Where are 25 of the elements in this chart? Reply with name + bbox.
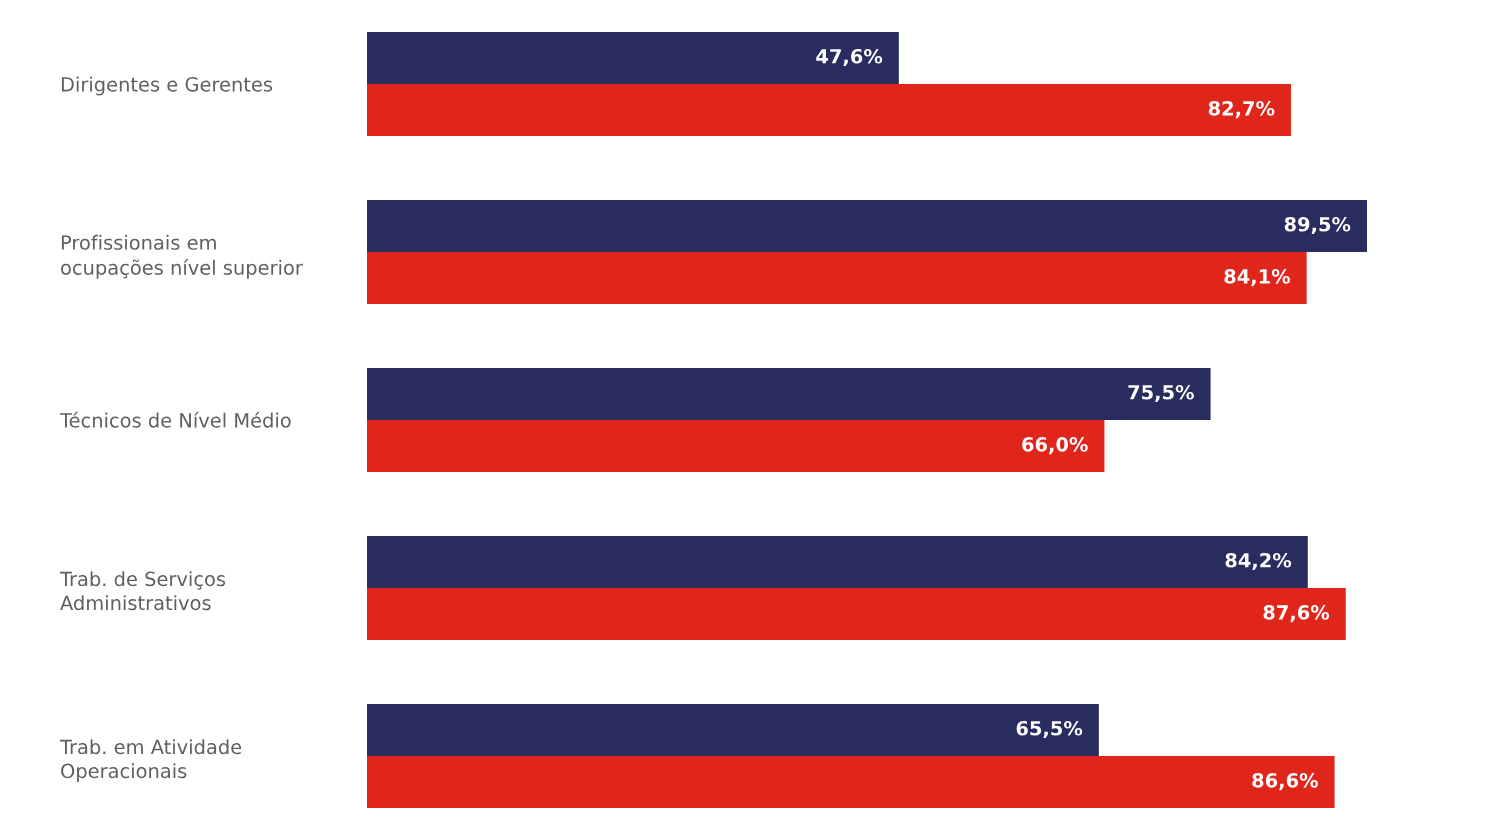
bar (367, 535, 1308, 588)
data-label: 89,5% (1284, 216, 1351, 235)
data-label: 66,0% (1022, 436, 1088, 455)
bar (367, 31, 899, 84)
bar (367, 420, 1105, 473)
data-label: 47,6% (816, 48, 883, 67)
data-label: 86,6% (1252, 772, 1318, 791)
data-label: 84,1% (1224, 268, 1291, 287)
y-tick-label: Profissionais em ocupações nível superior (61, 234, 303, 279)
data-label: 82,7% (1208, 100, 1275, 119)
bar (367, 199, 1367, 252)
bar (367, 367, 1211, 420)
bar (367, 703, 1099, 756)
y-tick-label: Trab. em Atividade Operacionais (59, 739, 242, 783)
data-label: 84,2% (1225, 552, 1292, 571)
y-tick-label: Dirigentes e Gerentes (61, 76, 273, 96)
data-label: 87,6% (1263, 604, 1330, 623)
bar (367, 252, 1307, 305)
bar (367, 84, 1292, 137)
y-tick-label: Trab. de Serviços Administrativos (59, 571, 226, 611)
y-tick-label: Técnicos de Nível Médio (59, 411, 291, 428)
data-label: 75,5% (1128, 384, 1194, 403)
data-label: 65,5% (1016, 720, 1083, 739)
bar (367, 756, 1335, 809)
bar (367, 588, 1346, 641)
